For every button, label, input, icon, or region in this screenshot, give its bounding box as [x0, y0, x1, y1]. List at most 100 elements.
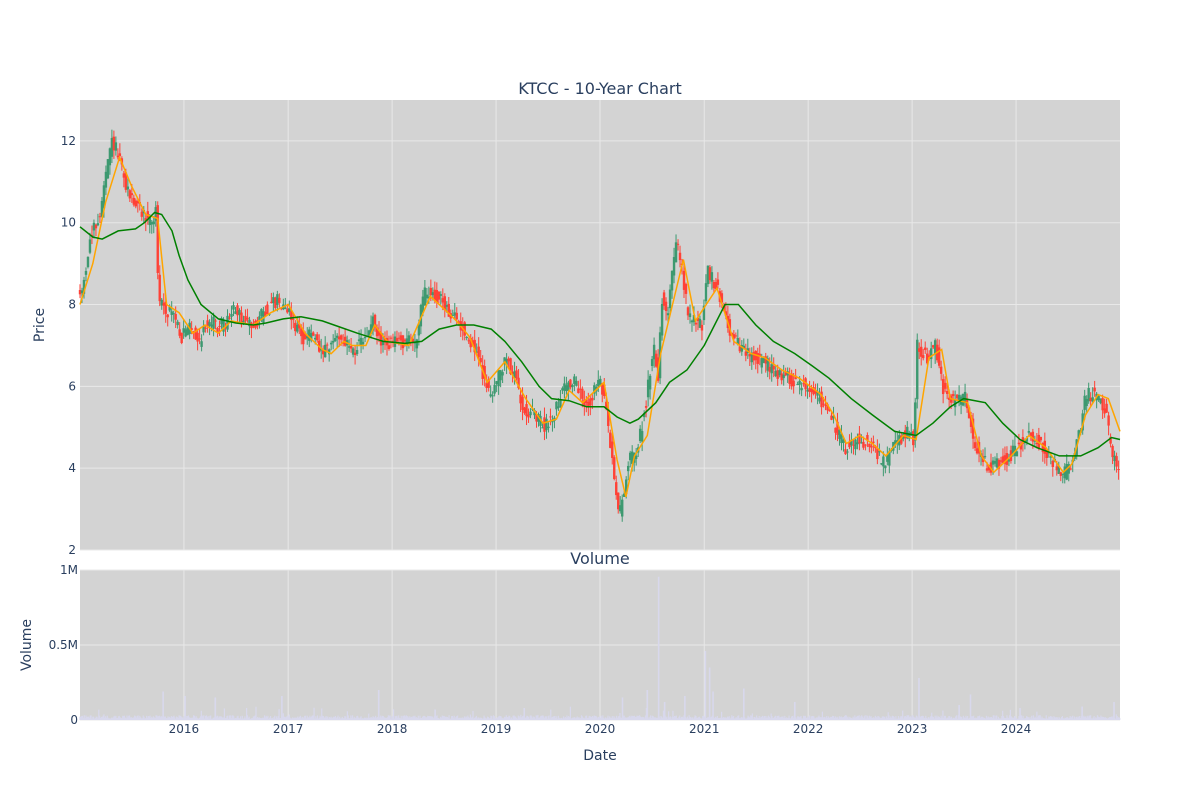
candle-body	[732, 334, 736, 339]
candle-body	[931, 345, 935, 348]
volume-bar	[179, 715, 181, 720]
candle-body	[258, 316, 261, 321]
volume-bar	[398, 717, 401, 720]
volume-bar	[619, 712, 621, 720]
volume-bar	[533, 717, 536, 720]
candle-body	[561, 388, 564, 391]
volume-bar	[468, 717, 470, 720]
volume-bar	[1028, 718, 1030, 720]
volume-bar	[813, 716, 815, 720]
volume-bar	[1083, 715, 1085, 720]
volume-bar	[220, 716, 222, 720]
volume-bar	[370, 717, 372, 720]
volume-bar	[520, 714, 522, 720]
volume-bar	[207, 716, 209, 720]
volume-bar	[1013, 717, 1015, 720]
candle-body	[987, 465, 991, 471]
volume-bar	[440, 717, 442, 720]
volume-bar	[1044, 718, 1046, 720]
volume-bar	[714, 717, 716, 720]
candle-body	[497, 369, 500, 387]
volume-bar	[287, 715, 289, 720]
volume-bar	[465, 716, 467, 720]
candle-body	[858, 433, 861, 444]
volume-bar	[894, 718, 896, 720]
volume-bar	[212, 717, 214, 720]
candle-body	[331, 340, 335, 343]
volume-bar	[375, 718, 378, 720]
volume-bar	[910, 717, 912, 720]
volume-bar	[565, 717, 567, 720]
candle-body	[1015, 451, 1019, 457]
candle-body	[748, 354, 751, 357]
volume-bar	[732, 716, 734, 720]
candle-body	[686, 307, 690, 316]
candle-body	[1111, 445, 1114, 458]
volume-bar	[204, 716, 207, 720]
candle-body	[634, 455, 638, 460]
volume-bar	[437, 717, 439, 720]
candle-body	[493, 384, 496, 394]
volume-bar	[932, 716, 934, 720]
volume-bar	[870, 716, 872, 720]
volume-bar	[187, 716, 189, 720]
volume-bar	[990, 716, 993, 720]
volume-bar	[170, 716, 173, 720]
volume-bar	[346, 711, 349, 720]
volume-bar	[1049, 716, 1051, 720]
candle-body	[469, 337, 472, 348]
volume-bar	[517, 715, 519, 720]
volume-bar	[815, 717, 818, 720]
candle-body	[224, 326, 227, 329]
candle-body	[738, 346, 742, 352]
volume-bar	[685, 717, 687, 720]
candle-body	[798, 380, 801, 385]
volume-bar	[917, 718, 919, 720]
candle-body	[806, 389, 809, 392]
volume-bar	[751, 713, 753, 720]
volume-bar	[1043, 718, 1045, 720]
volume-bar	[1017, 718, 1019, 720]
volume-bar	[512, 715, 514, 720]
candle-body	[870, 445, 873, 448]
volume-bar	[450, 718, 452, 720]
volume-bar	[880, 717, 882, 720]
volume-bar	[290, 718, 292, 720]
volume-bar	[705, 717, 707, 720]
candle-body	[379, 332, 383, 346]
volume-bar	[935, 717, 937, 720]
volume-bar	[974, 717, 976, 720]
volume-bar	[424, 716, 426, 720]
volume-bar	[138, 717, 140, 720]
volume-bar	[758, 715, 760, 720]
volume-bar	[333, 716, 335, 720]
volume-bar	[949, 716, 951, 720]
volume-bar	[493, 716, 495, 720]
volume-bar	[272, 718, 274, 720]
volume-bar	[678, 716, 680, 720]
volume-bar	[600, 715, 602, 720]
volume-bar	[404, 716, 407, 720]
candle-body	[92, 222, 96, 231]
volume-bar	[428, 716, 431, 720]
candle-body	[262, 311, 265, 323]
volume-bar	[885, 716, 888, 720]
volume-bar	[724, 717, 726, 720]
volume-bar	[123, 715, 126, 720]
volume-bar	[463, 716, 466, 720]
volume-bar	[238, 717, 240, 720]
volume-bar-spike	[1081, 706, 1083, 720]
volume-bar	[755, 718, 757, 720]
volume-bar	[846, 717, 848, 720]
volume-bar	[356, 716, 358, 720]
volume-bar	[92, 716, 94, 720]
moving-average-short-line	[79, 155, 1121, 497]
candle-body	[1027, 430, 1031, 433]
candle-body	[844, 449, 847, 455]
volume-bar	[1015, 718, 1017, 720]
candle-body	[1107, 415, 1110, 426]
candle-body	[351, 348, 355, 355]
volume-bar	[1073, 716, 1076, 720]
volume-bar	[427, 715, 429, 720]
volume-bar	[441, 715, 443, 720]
